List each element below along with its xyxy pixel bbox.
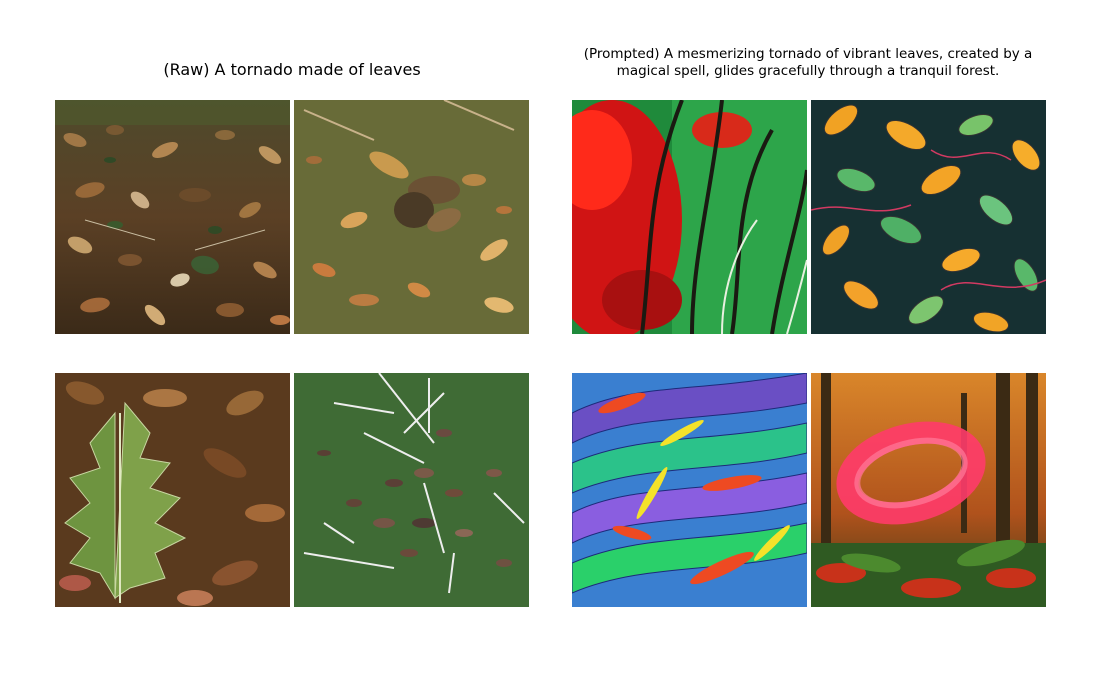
prompted-image-1	[572, 100, 807, 334]
raw-image-4	[294, 373, 529, 607]
prompted-image-3	[572, 373, 807, 607]
prompted-panel-title: (Prompted) A mesmerizing tornado of vibr…	[583, 46, 1033, 79]
prompted-image-4	[811, 373, 1046, 607]
raw-image-1	[55, 100, 290, 334]
raw-panel-title: (Raw) A tornado made of leaves	[163, 60, 421, 79]
raw-image-2	[294, 100, 529, 334]
prompted-image-2	[811, 100, 1046, 334]
raw-image-3	[55, 373, 290, 607]
